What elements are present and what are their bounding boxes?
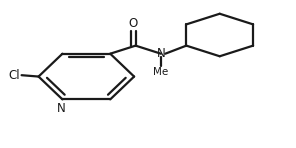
Text: O: O: [129, 17, 138, 30]
Text: N: N: [57, 102, 65, 115]
Text: N: N: [157, 47, 165, 60]
Text: Me: Me: [153, 67, 169, 77]
Text: Cl: Cl: [8, 69, 20, 82]
